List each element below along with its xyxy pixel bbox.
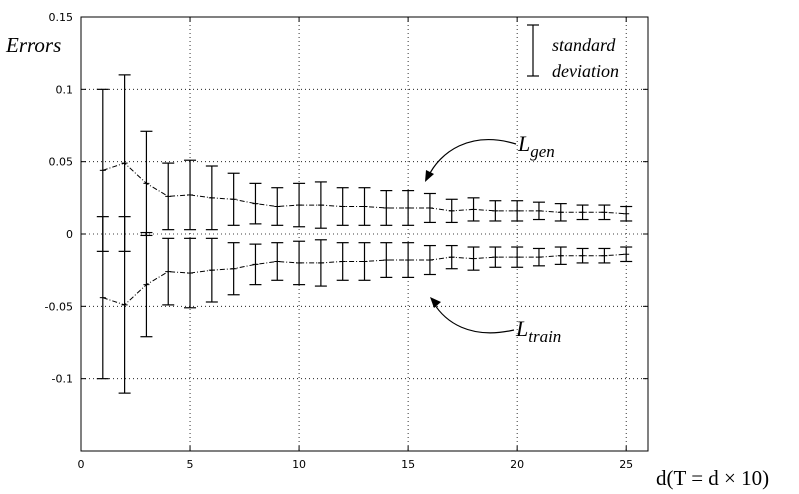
errorbar-l-train xyxy=(184,237,197,309)
errorbar-l-train xyxy=(489,246,502,268)
errorbar-l-gen xyxy=(293,182,306,228)
y-axis-label: Errors xyxy=(5,33,61,57)
errorbar-l-train xyxy=(554,246,567,265)
errorbar-l-gen xyxy=(380,190,393,226)
errorbar-l-gen xyxy=(314,181,327,229)
errorbar-l-gen xyxy=(336,187,349,226)
errorbar-l-train xyxy=(576,247,589,264)
errorbar-l-gen xyxy=(489,200,502,222)
x-tick-label: 5 xyxy=(187,458,194,471)
legend: standard deviation xyxy=(527,24,619,81)
errorbar-l-train xyxy=(620,246,633,263)
x-axis-label: d(T = d × 10) xyxy=(656,466,769,490)
errorbar-l-gen xyxy=(271,187,284,226)
legend-label-line2: deviation xyxy=(552,61,619,81)
y-tick-label: 0.05 xyxy=(49,156,74,169)
ltrain-arrowhead xyxy=(430,297,441,308)
errorbar-l-gen xyxy=(576,204,589,221)
y-tick-label: 0 xyxy=(66,228,73,241)
errorbar-l-train xyxy=(293,240,306,286)
errorbar-l-train xyxy=(467,246,480,271)
series-layer xyxy=(96,74,633,394)
lgen-annotation: Lgen xyxy=(425,131,555,182)
grid xyxy=(81,17,648,451)
errorbar-l-train xyxy=(445,244,458,270)
lgen-label: Lgen xyxy=(517,131,555,161)
errorbar-l-train xyxy=(532,247,545,267)
errorbar-l-gen xyxy=(358,187,371,226)
errorbar-l-gen xyxy=(227,172,240,226)
y-tick-label: -0.1 xyxy=(52,373,73,386)
y-tick-label: 0.15 xyxy=(49,11,74,24)
ltrain-label: Ltrain xyxy=(515,316,561,346)
lgen-arrow xyxy=(427,139,517,178)
errorbar-l-train xyxy=(380,242,393,278)
ltrain-arrow xyxy=(432,301,515,334)
x-tick-label: 10 xyxy=(292,458,306,471)
errorbar-l-train xyxy=(140,231,153,338)
errorbar-l-train xyxy=(598,247,611,264)
lgen-arrowhead xyxy=(425,170,434,182)
errorbar-l-train xyxy=(249,243,262,286)
errorbar-l-gen xyxy=(511,200,524,222)
errorbar-l-train xyxy=(314,239,327,287)
errorbar-l-gen xyxy=(445,198,458,224)
legend-label-line1: standard xyxy=(552,35,616,55)
errorbar-l-train xyxy=(511,246,524,268)
errorbar-l-gen xyxy=(554,203,567,222)
ltrain-annotation: Ltrain xyxy=(430,297,561,346)
errorbar-l-train xyxy=(402,242,415,278)
errorbar-l-train xyxy=(205,237,218,303)
errorbar-l-gen xyxy=(598,204,611,221)
errorbar-l-train xyxy=(358,242,371,281)
errorbar-l-gen xyxy=(620,205,633,222)
errorbar-l-gen xyxy=(467,197,480,222)
errorbar-l-gen xyxy=(402,190,415,226)
errorbar-l-gen xyxy=(162,162,175,231)
errorbar-l-train xyxy=(162,237,175,306)
errorbar-l-gen xyxy=(140,130,153,237)
errorbar-l-gen xyxy=(205,165,218,231)
y-tick-label: 0.1 xyxy=(56,83,74,96)
errorbar-l-train xyxy=(423,244,436,276)
errorbar-l-train xyxy=(336,242,349,281)
errorbar-l-gen xyxy=(423,192,436,224)
errorbar-l-train xyxy=(271,242,284,281)
errorbar-l-train xyxy=(96,216,109,380)
x-tick-label: 0 xyxy=(78,458,85,471)
x-tick-label: 20 xyxy=(510,458,524,471)
y-tick-label: -0.05 xyxy=(45,300,73,313)
x-tick-label: 15 xyxy=(401,458,415,471)
plot-frame xyxy=(80,16,649,452)
errorbar-l-train xyxy=(118,216,131,394)
errorbar-l-gen xyxy=(532,201,545,221)
errorbar-l-gen xyxy=(184,159,197,231)
ticks: 0 5 10 15 20 25 0.15 0.1 0.05 0 -0.05 -0.1 xyxy=(45,11,648,471)
errorbar-l-train xyxy=(227,242,240,296)
x-tick-label: 25 xyxy=(619,458,633,471)
errorbar-l-gen xyxy=(249,182,262,225)
